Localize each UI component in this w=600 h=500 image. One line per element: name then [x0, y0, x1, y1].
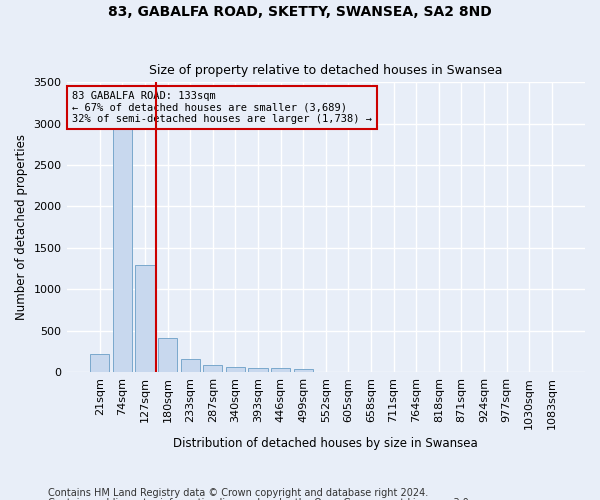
Bar [226, 368, 245, 372]
Text: 83, GABALFA ROAD, SKETTY, SWANSEA, SA2 8ND: 83, GABALFA ROAD, SKETTY, SWANSEA, SA2 8… [108, 5, 492, 19]
Text: 83 GABALFA ROAD: 133sqm
← 67% of detached houses are smaller (3,689)
32% of semi: 83 GABALFA ROAD: 133sqm ← 67% of detache… [72, 91, 372, 124]
Bar [158, 338, 177, 372]
Bar [181, 359, 200, 372]
Bar [113, 130, 132, 372]
Text: Contains HM Land Registry data © Crown copyright and database right 2024.: Contains HM Land Registry data © Crown c… [48, 488, 428, 498]
Text: Contains public sector information licensed under the Open Government Licence v3: Contains public sector information licen… [48, 498, 472, 500]
Bar [248, 368, 268, 372]
Bar [136, 265, 155, 372]
Bar [293, 369, 313, 372]
Bar [271, 368, 290, 372]
Bar [90, 354, 109, 372]
Bar [203, 366, 223, 372]
Title: Size of property relative to detached houses in Swansea: Size of property relative to detached ho… [149, 64, 503, 77]
Y-axis label: Number of detached properties: Number of detached properties [15, 134, 28, 320]
X-axis label: Distribution of detached houses by size in Swansea: Distribution of detached houses by size … [173, 437, 478, 450]
